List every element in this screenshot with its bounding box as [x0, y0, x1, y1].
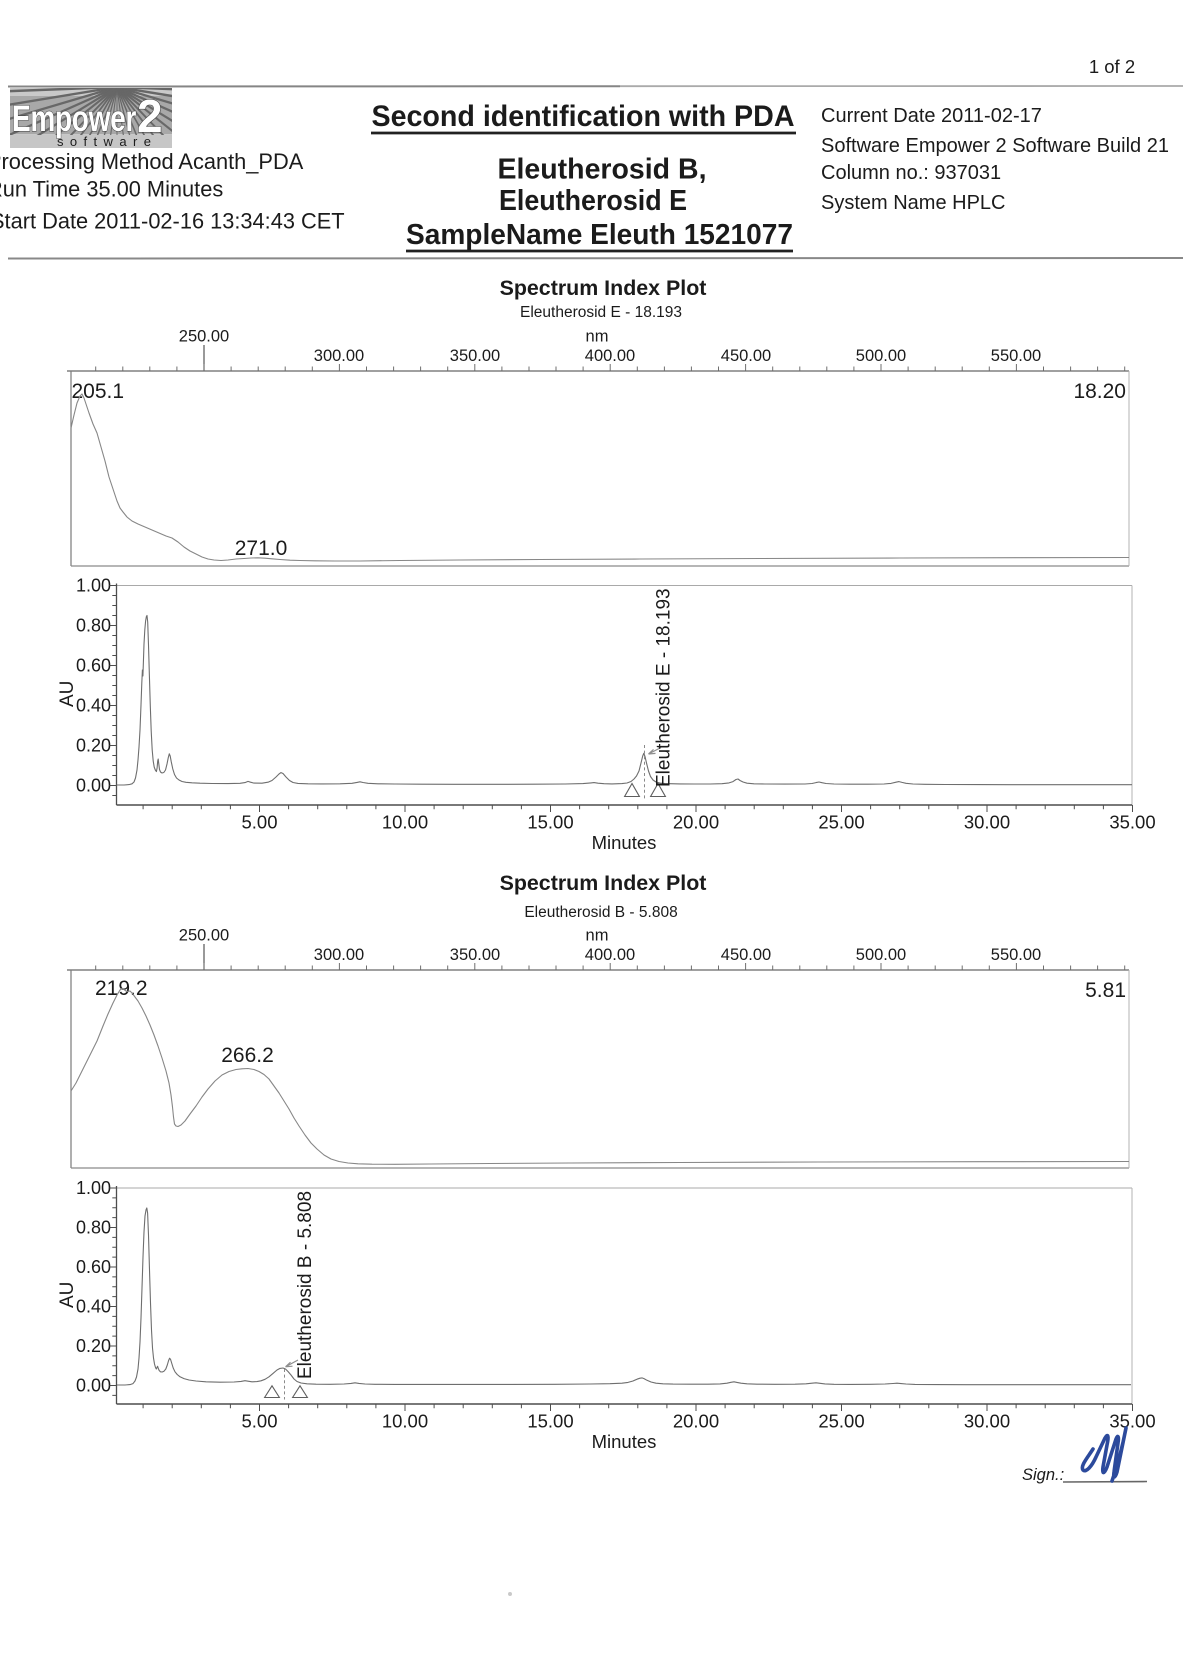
- svg-text:Software Empower 2 Software Bu: Software Empower 2 Software Build 21: [821, 135, 1169, 157]
- svg-text:Eleutherosid B - 5.808: Eleutherosid B - 5.808: [295, 1191, 316, 1379]
- svg-text:nm: nm: [586, 328, 609, 346]
- svg-text:Eleutherosid E - 18.193: Eleutherosid E - 18.193: [654, 588, 675, 787]
- svg-text:Eleutherosid E - 18.193: Eleutherosid E - 18.193: [520, 304, 682, 321]
- svg-text:nm: nm: [586, 927, 609, 945]
- svg-text:Eleutherosid B,: Eleutherosid B,: [498, 154, 707, 186]
- svg-text:SampleName Eleuth 1521077: SampleName Eleuth 1521077: [406, 219, 793, 251]
- svg-text:18.20: 18.20: [1073, 380, 1126, 403]
- svg-text:0.00: 0.00: [76, 1376, 111, 1396]
- svg-text:Minutes: Minutes: [592, 832, 657, 853]
- svg-text:5.00: 5.00: [241, 1411, 277, 1432]
- svg-text:300.00: 300.00: [314, 347, 364, 365]
- svg-text:500.00: 500.00: [856, 946, 906, 964]
- svg-text:0.60: 0.60: [76, 656, 111, 676]
- svg-text:0.40: 0.40: [76, 696, 111, 716]
- svg-text:30.00: 30.00: [964, 1411, 1010, 1432]
- svg-text:25.00: 25.00: [818, 812, 864, 833]
- svg-text:271.0: 271.0: [235, 537, 288, 560]
- svg-text:Processing Method Acanth_PDA: Processing Method Acanth_PDA: [0, 149, 304, 174]
- svg-text:1 of 2: 1 of 2: [1089, 56, 1135, 77]
- svg-text:0.80: 0.80: [76, 616, 111, 636]
- svg-text:0.20: 0.20: [76, 1336, 111, 1356]
- svg-text:AU: AU: [57, 681, 78, 707]
- svg-text:Start Date 2011-02-16 13:34:43: Start Date 2011-02-16 13:34:43 CET: [0, 209, 345, 234]
- svg-text:1.00: 1.00: [76, 576, 111, 596]
- svg-text:15.00: 15.00: [527, 812, 573, 833]
- svg-text:0.80: 0.80: [76, 1218, 111, 1238]
- svg-text:0.20: 0.20: [76, 736, 111, 756]
- svg-text:250.00: 250.00: [179, 328, 229, 346]
- svg-text:266.2: 266.2: [221, 1044, 274, 1067]
- svg-text:450.00: 450.00: [721, 347, 771, 365]
- svg-text:0.40: 0.40: [76, 1297, 111, 1317]
- svg-text:400.00: 400.00: [585, 946, 635, 964]
- svg-text:500.00: 500.00: [856, 347, 906, 365]
- svg-text:10.00: 10.00: [382, 1411, 428, 1432]
- svg-text:550.00: 550.00: [991, 946, 1041, 964]
- svg-text:400.00: 400.00: [585, 347, 635, 365]
- svg-text:300.00: 300.00: [314, 946, 364, 964]
- svg-text:Current Date 2011-02-17: Current Date 2011-02-17: [821, 105, 1042, 127]
- svg-text:450.00: 450.00: [721, 946, 771, 964]
- svg-text:350.00: 350.00: [450, 946, 500, 964]
- svg-text:System Name HPLC: System Name HPLC: [821, 192, 1006, 214]
- svg-text:5.81: 5.81: [1085, 979, 1126, 1002]
- svg-text:350.00: 350.00: [450, 347, 500, 365]
- svg-text:Second identification with PDA: Second identification with PDA: [372, 100, 795, 133]
- svg-text:250.00: 250.00: [179, 927, 229, 945]
- svg-text:2: 2: [137, 90, 163, 142]
- svg-text:20.00: 20.00: [673, 1411, 719, 1432]
- svg-text:25.00: 25.00: [818, 1411, 864, 1432]
- svg-text:Empower: Empower: [12, 97, 136, 139]
- svg-text:Eleutherosid B - 5.808: Eleutherosid B - 5.808: [524, 904, 677, 921]
- svg-text:0.00: 0.00: [76, 776, 111, 796]
- svg-text:Spectrum Index Plot: Spectrum Index Plot: [500, 276, 707, 300]
- svg-text:205.1: 205.1: [72, 380, 125, 403]
- svg-text:Run Time 35.00 Minutes: Run Time 35.00 Minutes: [0, 177, 223, 202]
- svg-text:AU: AU: [57, 1282, 78, 1308]
- svg-text:10.00: 10.00: [382, 812, 428, 833]
- svg-text:35.00: 35.00: [1109, 812, 1155, 833]
- svg-text:Eleutherosid E: Eleutherosid E: [499, 185, 687, 217]
- svg-text:Sign.:: Sign.:: [1022, 1466, 1064, 1484]
- svg-text:Minutes: Minutes: [592, 1431, 657, 1452]
- svg-text:Spectrum Index Plot: Spectrum Index Plot: [500, 871, 707, 895]
- svg-text:Column no.: 937031: Column no.: 937031: [821, 162, 1001, 184]
- svg-text:15.00: 15.00: [527, 1411, 573, 1432]
- svg-text:550.00: 550.00: [991, 347, 1041, 365]
- svg-text:1.00: 1.00: [76, 1178, 111, 1198]
- svg-text:30.00: 30.00: [964, 812, 1010, 833]
- svg-text:5.00: 5.00: [241, 812, 277, 833]
- svg-text:35.00: 35.00: [1109, 1411, 1155, 1432]
- svg-text:software: software: [57, 134, 157, 149]
- svg-text:0.60: 0.60: [76, 1257, 111, 1277]
- svg-text:20.00: 20.00: [673, 812, 719, 833]
